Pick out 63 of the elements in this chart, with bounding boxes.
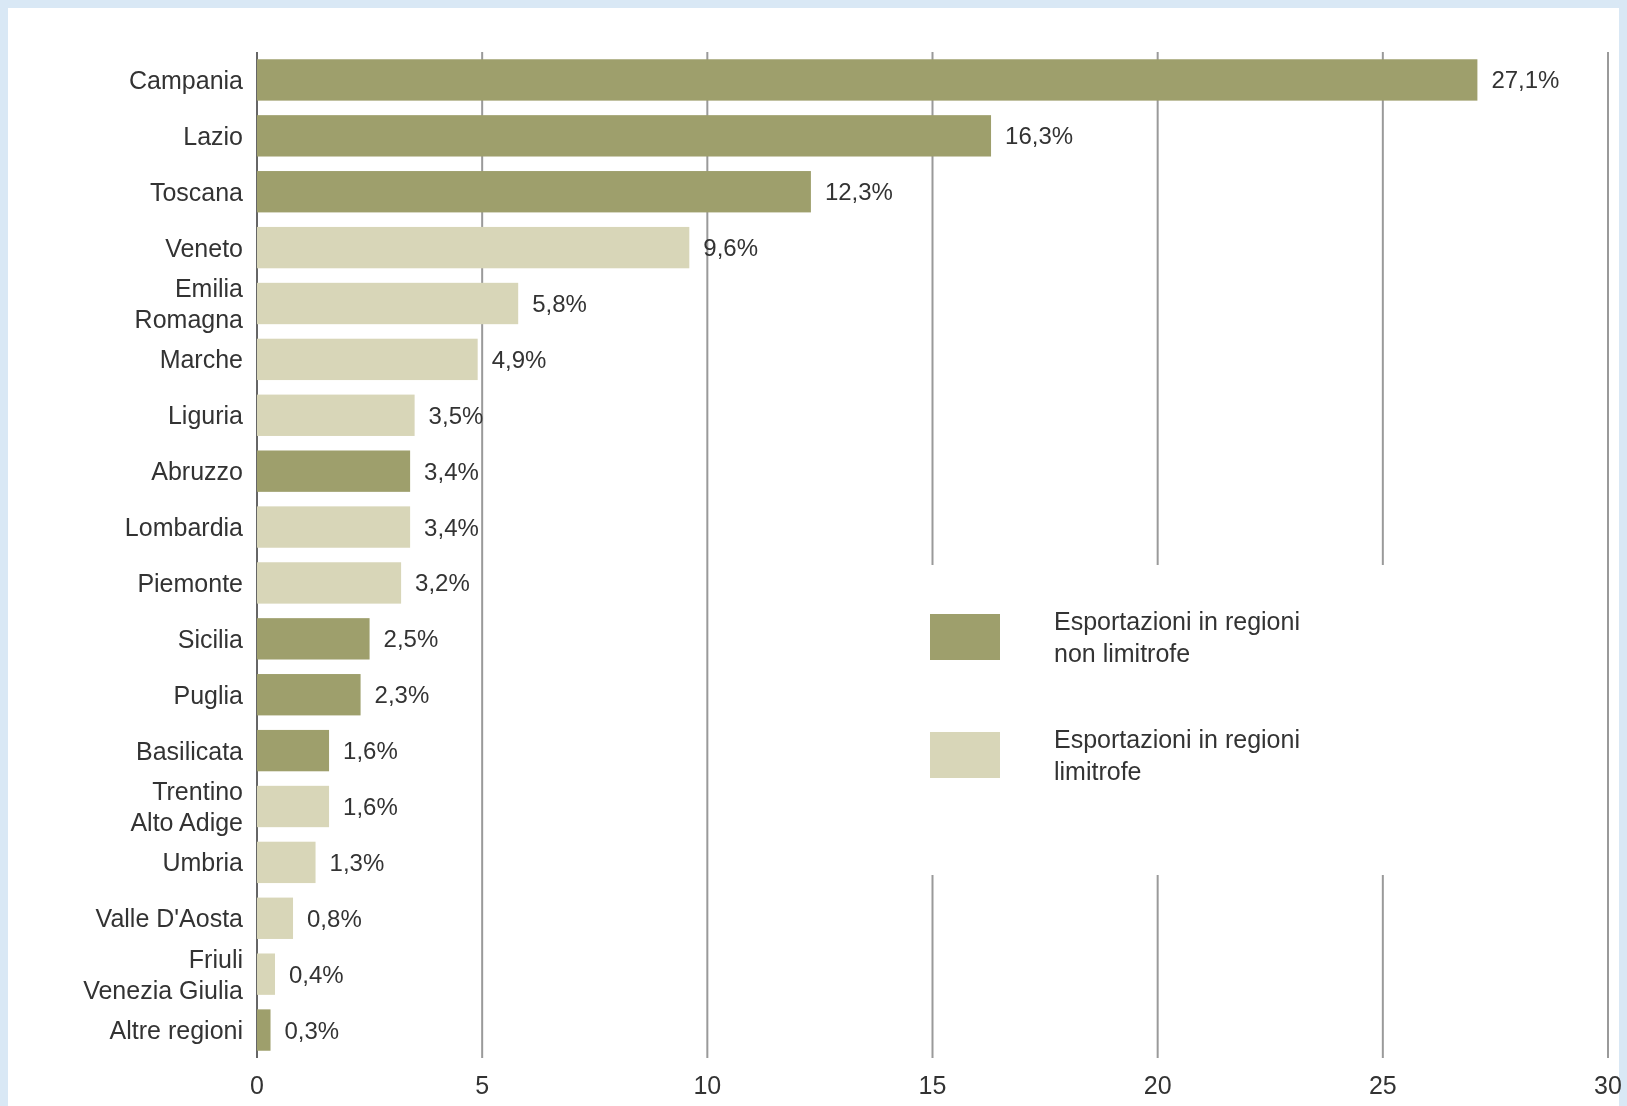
x-tick-label: 5 bbox=[475, 1071, 490, 1099]
data-label: 4,9% bbox=[491, 345, 547, 373]
bar bbox=[257, 506, 411, 548]
y-tick-label: Emilia Romagna bbox=[134, 274, 244, 333]
y-tick-label: Lazio bbox=[183, 121, 243, 150]
data-label: 1,6% bbox=[343, 793, 398, 820]
bar bbox=[257, 562, 402, 604]
bar bbox=[257, 785, 330, 828]
x-tick-label: 20 bbox=[1143, 1071, 1172, 1099]
data-label: 2,3% bbox=[374, 681, 430, 709]
data-label: 12,3% bbox=[824, 178, 893, 206]
bar bbox=[257, 841, 316, 884]
bar bbox=[257, 226, 690, 269]
y-tick-label: Toscana bbox=[149, 177, 244, 206]
y-tick-label: Friuli Venezia Giulia bbox=[83, 944, 244, 1004]
x-tick-label: 10 bbox=[693, 1071, 722, 1099]
x-tick-label: 30 bbox=[1594, 1071, 1622, 1099]
data-label: 0,8% bbox=[307, 904, 362, 932]
data-label: 1,6% bbox=[343, 737, 398, 765]
y-tick-label: Umbria bbox=[162, 848, 244, 877]
y-tick-label: Abruzzo bbox=[151, 457, 243, 486]
data-label: 0,3% bbox=[284, 1016, 340, 1044]
y-tick-label: Piemonte bbox=[137, 568, 243, 597]
data-label: 9,6% bbox=[703, 234, 759, 262]
y-tick-label: Trentino Alto Adige bbox=[130, 777, 243, 836]
y-tick-label: Liguria bbox=[167, 401, 244, 430]
data-label: 16,3% bbox=[1005, 122, 1074, 150]
bar bbox=[257, 59, 1478, 101]
x-tick-label: 0 bbox=[250, 1071, 264, 1099]
bar bbox=[257, 282, 519, 325]
bar bbox=[257, 394, 415, 436]
data-label: 3,4% bbox=[424, 457, 479, 485]
y-tick-label: Puglia bbox=[173, 680, 244, 709]
bar bbox=[257, 953, 276, 995]
bar bbox=[257, 171, 811, 213]
data-label: 5,8% bbox=[532, 290, 587, 317]
y-tick-label: Sicilia bbox=[177, 624, 244, 653]
bar bbox=[257, 338, 478, 381]
bar bbox=[257, 115, 992, 157]
bar bbox=[257, 674, 361, 716]
y-tick-label: Lombardia bbox=[124, 513, 244, 542]
y-tick-label: Marche bbox=[159, 345, 243, 374]
y-tick-label: Valle D'Aosta bbox=[95, 904, 244, 933]
y-tick-label: Veneto bbox=[165, 233, 243, 262]
data-label: 3,4% bbox=[424, 513, 479, 541]
y-tick-label: Altre regioni bbox=[109, 1016, 243, 1045]
y-tick-label: Basilicata bbox=[136, 736, 244, 765]
data-label: 2,5% bbox=[383, 625, 439, 653]
x-tick-label: 25 bbox=[1368, 1071, 1397, 1099]
bar bbox=[257, 1009, 271, 1051]
data-label: 1,3% bbox=[329, 848, 385, 876]
bar bbox=[257, 618, 370, 660]
bar bbox=[257, 450, 411, 492]
data-label: 3,2% bbox=[415, 569, 470, 597]
data-label: 3,5% bbox=[428, 401, 484, 429]
legend-label: Esportazioni in regioni non limitrofe bbox=[1054, 607, 1300, 667]
data-label: 0,4% bbox=[289, 960, 344, 988]
legend-label: Esportazioni in regioni limitrofe bbox=[1054, 725, 1300, 785]
data-label: 27,1% bbox=[1491, 66, 1560, 94]
bar bbox=[257, 897, 294, 939]
bar bbox=[257, 729, 330, 772]
y-tick-label: Campania bbox=[129, 65, 244, 94]
x-tick-label: 15 bbox=[918, 1071, 947, 1099]
